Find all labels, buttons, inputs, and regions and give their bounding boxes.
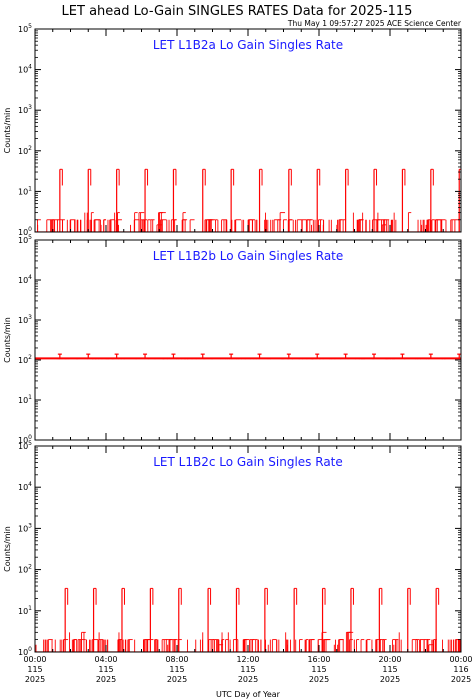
data-series	[35, 168, 461, 232]
x-tick-label: 115	[169, 665, 184, 674]
x-tick-label: 2025	[238, 675, 258, 684]
x-tick-label: 115	[311, 665, 326, 674]
x-tick-label: 2025	[96, 675, 116, 684]
page-title: LET ahead Lo-Gain SINGLES RATES Data for…	[62, 4, 413, 19]
x-tick-label: 115	[240, 665, 255, 674]
y-tick-label: 104	[18, 481, 32, 492]
y-tick-label: 105	[18, 234, 32, 245]
x-tick-label: 2025	[167, 675, 187, 684]
y-tick-label: 100	[18, 226, 32, 237]
y-tick-label: 103	[18, 522, 32, 533]
panel-title: LET L1B2c Lo Gain Singles Rate	[153, 455, 343, 469]
x-tick-label: 2025	[309, 675, 329, 684]
y-tick-label: 101	[18, 394, 32, 405]
panel-title: LET L1B2b Lo Gain Singles Rate	[153, 249, 344, 263]
plot-frame	[34, 445, 462, 653]
x-tick-label: 2025	[25, 675, 45, 684]
y-tick-label: 100	[18, 646, 32, 657]
x-axis-tick-labels: 00:00115202504:00115202508:00115202512:0…	[23, 655, 472, 684]
y-axis-title: Counts/min	[3, 317, 12, 363]
x-tick-label: 116	[453, 665, 468, 674]
x-axis-ticks	[34, 240, 462, 440]
x-tick-label: 08:00	[165, 655, 188, 664]
y-axis-title: Counts/min	[3, 108, 12, 154]
y-tick-label: 101	[18, 605, 32, 616]
x-tick-label: 2025	[380, 675, 400, 684]
x-tick-label: 2025	[451, 675, 471, 684]
y-tick-label: 102	[18, 564, 32, 575]
x-tick-label: 115	[27, 665, 42, 674]
panel-3: 100 101 102 103 104 105 LET L1B2c Lo Gain Sing…	[3, 440, 462, 657]
y-tick-label: 102	[18, 145, 32, 156]
data-series	[35, 353, 461, 360]
y-axis-ticks	[35, 445, 461, 653]
x-axis-title: UTC Day of Year	[216, 690, 281, 699]
x-tick-label: 00:00	[23, 655, 46, 664]
panel-2: 100 101 102 103 104 105 LET L1B2b Lo Gain Sing…	[3, 234, 462, 445]
y-axis-title: Counts/min	[3, 526, 12, 572]
x-tick-label: 04:00	[94, 655, 117, 664]
y-tick-label: 101	[18, 185, 32, 196]
y-axis-ticks	[35, 239, 461, 441]
y-tick-label: 105	[18, 23, 32, 34]
x-axis-ticks	[34, 446, 462, 652]
y-axis-ticks	[35, 28, 461, 233]
y-tick-label: 104	[18, 274, 32, 285]
y-tick-label: 102	[18, 354, 32, 365]
plot-frame	[34, 28, 462, 233]
plot-panels: 100 101 102 103 104 105 LET L1B2a Lo Gain Sing…	[3, 23, 462, 657]
x-tick-label: 00:00	[449, 655, 472, 664]
x-tick-label: 115	[382, 665, 397, 674]
y-tick-label: 103	[18, 104, 32, 115]
x-tick-label: 12:00	[236, 655, 259, 664]
x-tick-label: 20:00	[378, 655, 401, 664]
plot-frame	[34, 239, 462, 441]
y-tick-label: 104	[18, 64, 32, 75]
x-tick-label: 16:00	[307, 655, 330, 664]
x-tick-label: 115	[98, 665, 113, 674]
data-series	[35, 587, 461, 652]
panel-1: 100 101 102 103 104 105 LET L1B2a Lo Gain Sing…	[3, 23, 462, 237]
y-tick-label: 105	[18, 440, 32, 451]
x-axis-ticks	[34, 29, 462, 232]
y-tick-label: 103	[18, 314, 32, 325]
y-tick-label: 100	[18, 434, 32, 445]
generation-timestamp: Thu May 1 09:57:27 2025 ACE Science Cent…	[287, 19, 462, 28]
panel-title: LET L1B2a Lo Gain Singles Rate	[153, 38, 343, 52]
